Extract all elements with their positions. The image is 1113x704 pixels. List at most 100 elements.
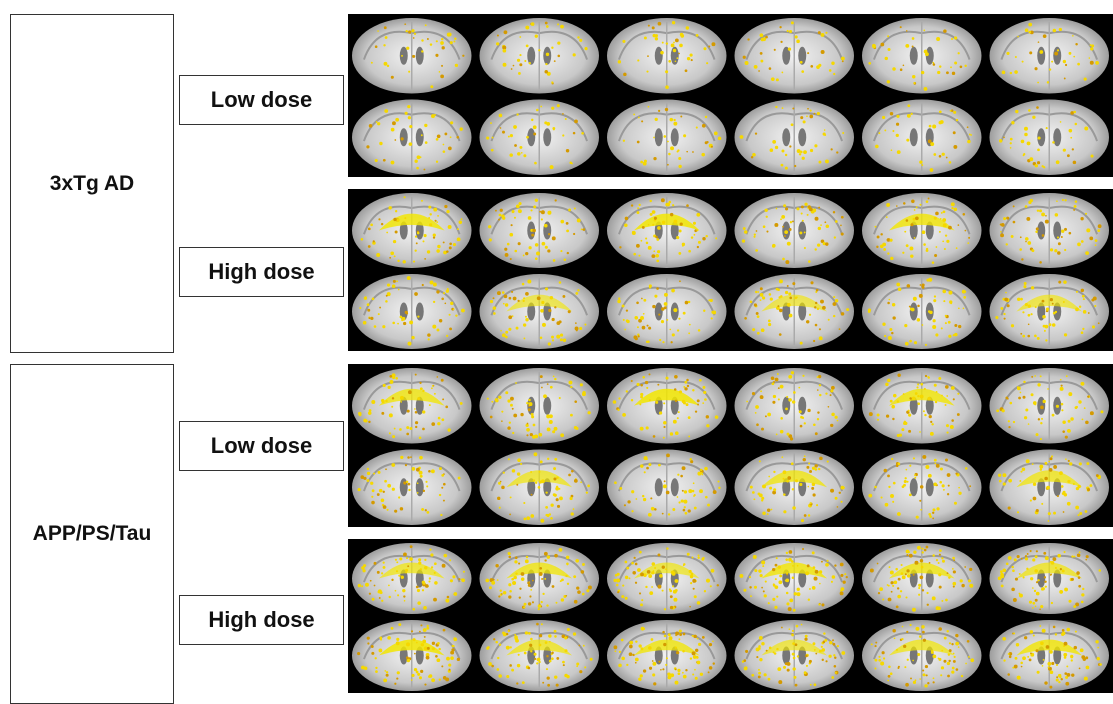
signal-dot [638,255,640,257]
signal-dot [640,384,643,387]
signal-dot [939,554,941,556]
signal-dot [1042,165,1044,167]
signal-dot [810,65,813,68]
signal-dot [546,668,548,670]
signal-dot [908,430,911,433]
signal-dot [528,584,531,587]
signal-dot [383,678,387,682]
signal-dot [819,161,822,164]
signal-dot [381,399,384,402]
signal-dot [361,666,365,670]
signal-dot [936,464,940,468]
signal-dot [434,581,438,585]
signal-dot [552,318,555,321]
signal-dot [631,380,633,382]
signal-dot [450,121,453,124]
signal-dot [487,398,489,400]
signal-dot [497,657,499,659]
signal-dot [404,600,406,602]
signal-dot [1064,588,1068,592]
signal-dot [841,216,844,219]
signal-dot [846,308,849,311]
signal-dot [999,480,1002,483]
signal-dot [1075,200,1078,203]
signal-dot [1052,141,1055,144]
signal-dot [1000,574,1004,578]
signal-dot [1022,311,1024,313]
signal-dot [913,218,916,221]
signal-dot [839,492,841,494]
signal-dot [1019,594,1023,598]
signal-dot [968,656,970,658]
signal-dot [1051,455,1053,457]
signal-dot [951,386,955,390]
signal-dot [821,603,824,606]
signal-dot [546,655,548,657]
signal-dot [696,127,698,129]
signal-dot [619,246,621,248]
signal-dot [1020,236,1022,238]
signal-dot [804,455,806,457]
signal-dot [902,252,904,254]
signal-dot [887,80,890,83]
signal-dot [948,335,951,338]
signal-dot [383,491,385,493]
signal-dot [943,489,945,491]
signal-dot [814,464,817,467]
signal-dot [923,243,926,246]
signal-dot [510,404,513,407]
signal-dot [396,641,400,645]
signal-dot [1004,298,1008,302]
signal-dot [686,379,689,382]
signal-dot [366,479,369,482]
signal-dot [806,115,808,117]
signal-dot [1097,229,1100,232]
signal-dot [397,594,399,596]
signal-dot [814,683,817,686]
signal-dot [408,30,411,33]
signal-dot [789,145,791,147]
signal-dot [767,413,771,417]
signal-dot [619,487,622,490]
ventricle [655,128,663,146]
signal-dot [548,309,551,312]
signal-dot [801,205,804,208]
signal-dot [367,472,370,475]
signal-dot [552,127,555,130]
signal-dot [568,381,572,385]
signal-dot [1036,433,1039,436]
signal-dot [868,62,871,65]
signal-dot [998,474,1001,477]
signal-dot [1068,460,1070,462]
signal-dot [1015,657,1018,660]
signal-dot [1050,248,1053,251]
signal-dot [547,249,550,252]
signal-dot [706,579,710,583]
signal-dot [704,590,706,592]
signal-dot [787,433,790,436]
signal-dot [704,398,707,401]
signal-dot [672,21,675,24]
signal-dot [431,566,433,568]
signal-dot [496,668,499,671]
signal-dot [447,428,450,431]
signal-dot [1006,217,1009,220]
signal-dot [749,576,751,578]
ventricle [416,478,424,496]
signal-dot [646,426,649,429]
signal-dot [814,144,817,147]
signal-dot [894,637,896,639]
signal-dot [502,291,505,294]
signal-dot [810,110,812,112]
signal-dot [812,586,816,590]
signal-dot [941,212,943,214]
signal-dot [361,566,365,570]
signal-dot [953,398,955,400]
signal-dot [787,242,791,246]
signal-dot [799,153,801,155]
signal-dot [688,436,690,438]
signal-dot [396,570,398,572]
signal-dot [950,302,952,304]
signal-dot [777,667,781,671]
signal-dot [433,237,435,239]
